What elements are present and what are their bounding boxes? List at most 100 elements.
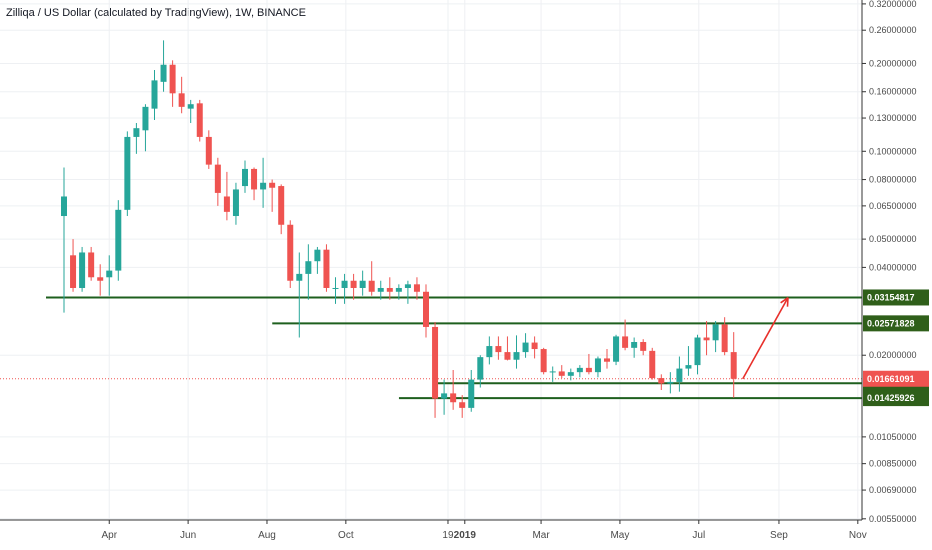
x-tick-label: May bbox=[610, 530, 629, 541]
candle-body bbox=[305, 261, 312, 274]
grid-lines bbox=[0, 0, 862, 520]
support-resistance-levels bbox=[0, 296, 862, 400]
candle-body bbox=[115, 209, 122, 271]
candle-body bbox=[142, 106, 149, 131]
target-arrow bbox=[742, 297, 789, 380]
x-tick-label: Sep bbox=[770, 530, 788, 541]
x-tick-label: 2019 bbox=[454, 530, 477, 541]
current-price-box-bg bbox=[863, 370, 929, 387]
x-tick-label: Mar bbox=[532, 530, 550, 541]
candle-body bbox=[368, 280, 375, 292]
x-tick-label: Aug bbox=[258, 530, 276, 541]
candle-body bbox=[350, 280, 357, 288]
candle-body bbox=[585, 367, 592, 373]
current-price-box: 0.01661091 bbox=[863, 370, 929, 387]
level-price-box-bg bbox=[863, 315, 929, 332]
chart-title: Zilliqa / US Dollar (calculated by Tradi… bbox=[6, 7, 306, 19]
y-tick-label: 0.04000000 bbox=[869, 262, 917, 272]
candle-body bbox=[106, 270, 113, 278]
candle-body bbox=[214, 164, 221, 193]
candle-body bbox=[269, 182, 276, 188]
candle-body bbox=[97, 277, 104, 281]
candle-body bbox=[540, 349, 547, 373]
candle-body bbox=[205, 136, 212, 165]
candle-body bbox=[477, 357, 484, 380]
annotations bbox=[742, 297, 789, 380]
y-tick-label: 0.06500000 bbox=[869, 201, 917, 211]
candle-body bbox=[613, 336, 620, 362]
candle-body bbox=[88, 252, 95, 278]
arrow-head bbox=[780, 297, 789, 304]
y-tick-label: 0.08000000 bbox=[869, 175, 917, 185]
candle-body bbox=[332, 287, 339, 289]
y-tick-label: 0.16000000 bbox=[869, 87, 917, 97]
level-price-box-bg bbox=[863, 289, 929, 306]
candle-body bbox=[196, 103, 203, 137]
candle-body bbox=[423, 291, 429, 327]
candle-body bbox=[721, 324, 728, 353]
candle-body bbox=[413, 284, 420, 292]
candle-body bbox=[676, 368, 683, 382]
candle-body bbox=[124, 136, 131, 210]
candle-body bbox=[61, 196, 67, 217]
candle-body bbox=[513, 352, 520, 360]
candle-body bbox=[151, 80, 158, 109]
candle-body bbox=[232, 189, 239, 217]
candle-body bbox=[169, 64, 176, 94]
candle-body bbox=[242, 168, 248, 187]
candle-body bbox=[649, 350, 656, 379]
price-boxes: 0.031548170.025718280.016027570.01425926… bbox=[863, 289, 929, 407]
candle-body bbox=[549, 371, 556, 373]
candle-body bbox=[685, 365, 692, 369]
candles bbox=[61, 40, 737, 418]
candle-body bbox=[133, 128, 140, 137]
x-tick-label: Nov bbox=[849, 530, 867, 541]
y-tick-label: 0.00850000 bbox=[869, 459, 917, 469]
y-tick-label: 0.32000000 bbox=[869, 0, 917, 9]
arrow-head bbox=[786, 297, 789, 307]
level-price-box-bg bbox=[863, 390, 929, 407]
level-price-box-label: 0.03154817 bbox=[867, 292, 915, 302]
candle-body bbox=[658, 378, 665, 384]
y-tick-label: 0.01050000 bbox=[869, 432, 917, 442]
y-tick-label: 0.20000000 bbox=[869, 58, 917, 68]
candle-body bbox=[567, 372, 574, 376]
y-tick-label: 0.00690000 bbox=[869, 485, 917, 495]
candle-body bbox=[441, 393, 448, 399]
current-price-box-label: 0.01661091 bbox=[867, 374, 915, 384]
y-tick-label: 0.00550000 bbox=[869, 514, 917, 524]
y-tick-label: 0.05000000 bbox=[869, 234, 917, 244]
candle-body bbox=[712, 324, 719, 341]
x-tick-label: Jul bbox=[692, 530, 705, 541]
candle-body bbox=[730, 352, 737, 379]
candle-body bbox=[341, 280, 348, 288]
price-axis[interactable]: 0.32000000 0.26000000 0.20000000 0.16000000… bbox=[862, 0, 917, 524]
candle-body bbox=[531, 342, 538, 350]
y-tick-label: 0.10000000 bbox=[869, 146, 917, 156]
candle-body bbox=[287, 224, 294, 281]
candle-body bbox=[178, 93, 185, 107]
candle-body bbox=[504, 352, 511, 360]
candle-body bbox=[459, 402, 466, 408]
candle-body bbox=[703, 337, 710, 341]
candle-body bbox=[468, 379, 475, 408]
candle-body bbox=[522, 342, 529, 353]
y-tick-label: 0.13000000 bbox=[869, 113, 917, 123]
candle-body bbox=[404, 284, 411, 288]
candle-body bbox=[694, 337, 701, 366]
candle-body bbox=[395, 287, 402, 292]
candle-body bbox=[450, 393, 457, 403]
candle-body bbox=[187, 104, 194, 109]
candle-body bbox=[432, 326, 439, 399]
candle-body bbox=[260, 182, 267, 190]
candle-body bbox=[359, 280, 366, 288]
candle-body bbox=[386, 287, 393, 292]
time-axis[interactable]: Apr Jun Aug Oct 19 2019 Mar May Jul Sep Nov bbox=[101, 520, 867, 541]
candle-body bbox=[79, 252, 86, 288]
level-price-box: 0.03154817 bbox=[863, 289, 929, 306]
candle-body bbox=[160, 64, 167, 82]
candle-body bbox=[223, 196, 230, 212]
x-tick-label: Jun bbox=[180, 530, 196, 541]
level-price-box-label: 0.02571828 bbox=[867, 318, 915, 328]
